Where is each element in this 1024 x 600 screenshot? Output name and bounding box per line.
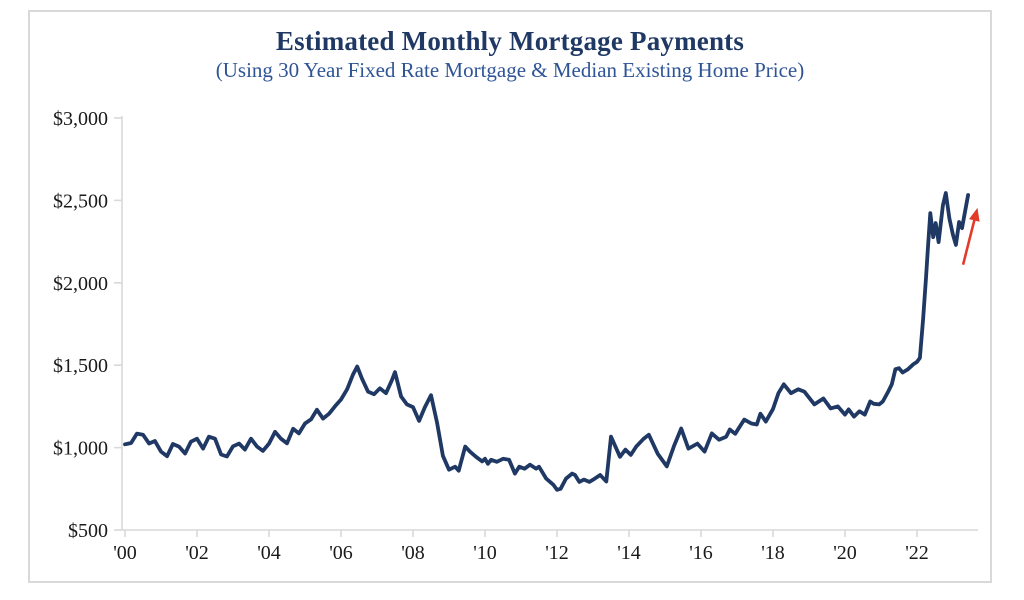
x-tick-label: '10 bbox=[473, 542, 497, 564]
x-tick-label: '08 bbox=[401, 542, 425, 564]
x-tick-label: '16 bbox=[689, 542, 713, 564]
x-tick-label: '20 bbox=[833, 542, 857, 564]
mortgage-payment-line bbox=[123, 191, 970, 492]
x-tick-label: '18 bbox=[761, 542, 785, 564]
y-tick-label: $1,500 bbox=[53, 355, 108, 377]
y-tick-label: $2,500 bbox=[53, 190, 108, 212]
x-tick-label: '22 bbox=[905, 542, 929, 564]
chart-title: Estimated Monthly Mortgage Payments bbox=[275, 26, 745, 56]
y-tick-label: $2,000 bbox=[53, 273, 108, 295]
y-tick-label: $3,000 bbox=[53, 108, 108, 130]
x-tick-label: '12 bbox=[545, 542, 569, 564]
chart-subtitle: (Using 30 Year Fixed Rate Mortgage & Med… bbox=[215, 58, 805, 82]
trend-arrow-shaft bbox=[961, 218, 977, 265]
y-tick-label: $500 bbox=[68, 520, 108, 542]
x-tick-label: '14 bbox=[617, 542, 641, 564]
chart-container bbox=[28, 10, 992, 583]
y-tick-label: $1,000 bbox=[53, 438, 108, 460]
x-tick-label: '02 bbox=[185, 542, 209, 564]
x-tick-label: '00 bbox=[113, 542, 137, 564]
x-tick-label: '04 bbox=[257, 542, 281, 564]
x-tick-label: '06 bbox=[329, 542, 353, 564]
trend-arrow-head bbox=[969, 207, 980, 222]
